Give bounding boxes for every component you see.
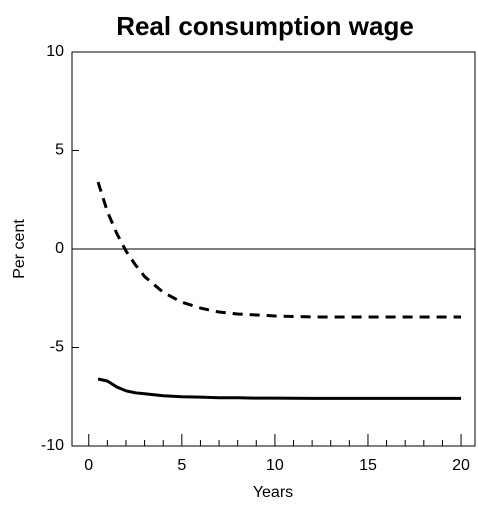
series-line [97, 377, 462, 400]
y-tick-label: 0 [55, 240, 64, 257]
x-tick-label: 10 [266, 457, 284, 474]
y-tick-label: 5 [55, 142, 64, 159]
x-tick-label: 15 [359, 457, 377, 474]
chart-title: Real consumption wage [116, 11, 414, 41]
x-axis-label: Years [253, 484, 293, 501]
y-axis-label: Per cent [11, 219, 28, 279]
series-line [96, 181, 462, 319]
x-tick-label: 5 [177, 457, 186, 474]
x-tick-label: 0 [84, 457, 93, 474]
x-tick-label: 20 [452, 457, 470, 474]
y-tick-label: -10 [41, 437, 64, 454]
y-tick-label: 10 [46, 43, 64, 60]
y-tick-label: -5 [50, 339, 64, 356]
